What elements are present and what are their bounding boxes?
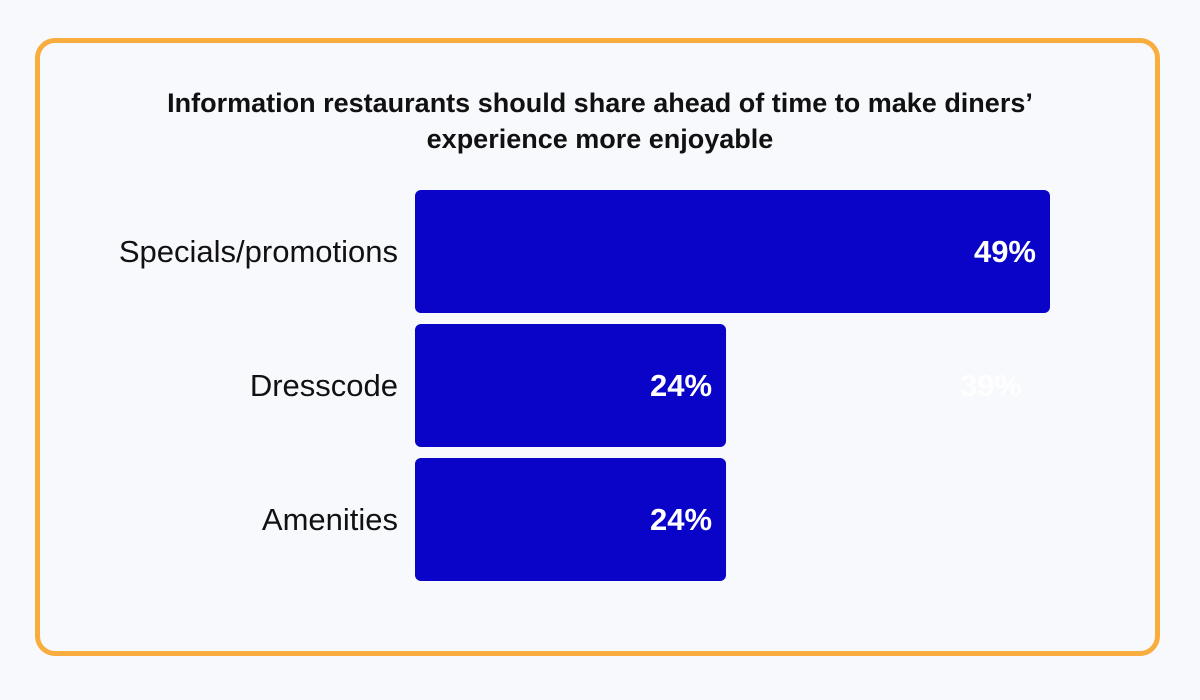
bar-amenities (415, 458, 727, 581)
category-label-amenities: Amenities (262, 502, 398, 537)
bar-specials-promotions (415, 190, 1050, 313)
category-label-specials-promotions: Specials/promotions (119, 234, 398, 269)
category-label-dresscode: Dresscode (250, 368, 398, 403)
chart-title-line-1: Information restaurants should share ahe… (167, 88, 1033, 118)
value-label-amenities: 24% (650, 502, 712, 537)
chart-title: Information restaurants should share ahe… (0, 85, 1200, 157)
value-label-dresscode: 24% (650, 368, 712, 403)
chart-title-line-2: experience more enjoyable (426, 124, 774, 154)
extra-label-dresscode: 39% (960, 368, 1022, 403)
value-label-specials-promotions: 49% (974, 234, 1036, 269)
bar-dresscode (415, 324, 727, 447)
labels-layer: Specials/promotions 49% Dresscode 24% Amenit… (119, 234, 1036, 537)
bars-layer (415, 190, 1050, 581)
